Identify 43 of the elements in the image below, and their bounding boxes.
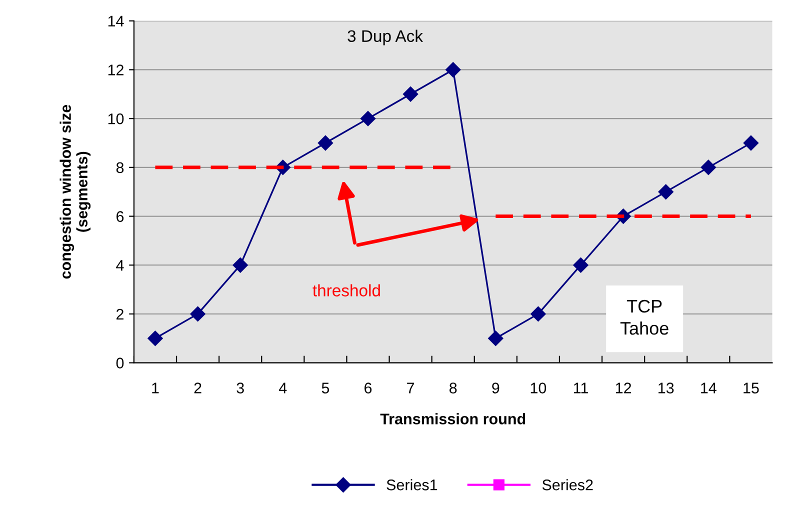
x-tick-label: 14 [701, 382, 716, 394]
point [232, 258, 248, 273]
annotation: 3 Dup Ack [348, 30, 424, 46]
x-tick-label: 3 [236, 382, 244, 394]
x-tick-label: 6 [364, 382, 372, 394]
legend-label: Series2 [542, 479, 593, 490]
y-axis-title: congestion window size (segments) [60, 104, 91, 279]
y-tick-label: 12 [108, 64, 124, 76]
y-tick-label: 6 [116, 211, 124, 222]
legend-label: Series1 [386, 479, 438, 490]
point [360, 111, 376, 126]
annotation: threshold [312, 284, 380, 296]
point [700, 160, 716, 175]
point [190, 306, 206, 322]
point [446, 62, 461, 78]
point [658, 184, 674, 200]
y-tick-label: 0 [116, 358, 124, 368]
point [530, 306, 546, 322]
x-tick-label: 11 [574, 382, 588, 394]
y-tick-label: 2 [116, 308, 124, 320]
x-tick-label: 5 [322, 382, 330, 394]
x-tick-label: 9 [492, 382, 500, 394]
x-tick-label: 10 [530, 382, 546, 394]
y-tick-label: 4 [116, 260, 124, 271]
point [402, 86, 418, 102]
y-tick-label: 10 [108, 113, 124, 124]
y-tick-label: 8 [116, 162, 124, 174]
point [573, 258, 588, 273]
point [743, 135, 759, 151]
x-axis-title: Transmission round [380, 413, 526, 424]
point [148, 330, 163, 346]
annotation: TCP Tahoe [620, 300, 668, 335]
point [318, 135, 334, 151]
x-tick-label: 15 [744, 382, 759, 394]
x-tick-label: 2 [194, 382, 202, 394]
x-tick-label: 4 [278, 382, 287, 394]
point [488, 330, 504, 346]
y-tick-label: 14 [108, 16, 124, 26]
x-tick-label: 1 [152, 382, 159, 394]
x-tick-label: 13 [658, 382, 674, 394]
x-tick-label: 8 [450, 382, 457, 394]
x-tick-label: 12 [616, 382, 632, 394]
x-tick-label: 7 [407, 382, 414, 394]
